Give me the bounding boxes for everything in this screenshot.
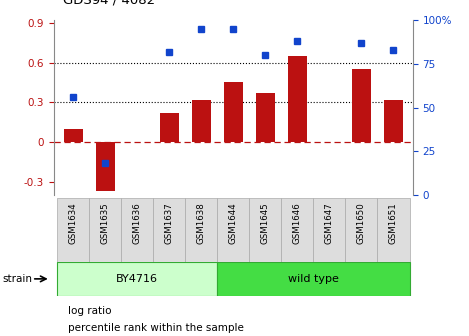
Bar [57, 198, 89, 270]
Bar [57, 262, 217, 296]
Text: GSM1647: GSM1647 [325, 202, 334, 244]
Bar [153, 198, 185, 270]
Bar [256, 93, 275, 142]
Text: log ratio: log ratio [68, 306, 112, 316]
Bar [121, 198, 153, 270]
Bar [217, 198, 250, 270]
Bar [384, 99, 403, 142]
Bar [89, 198, 121, 270]
Text: percentile rank within the sample: percentile rank within the sample [68, 323, 244, 333]
Bar [159, 113, 179, 142]
Bar [250, 198, 281, 270]
Bar [313, 198, 346, 270]
Text: GSM1636: GSM1636 [133, 202, 142, 244]
Bar [288, 56, 307, 142]
Bar [217, 262, 409, 296]
Bar [96, 142, 115, 191]
Bar [192, 99, 211, 142]
Text: GSM1637: GSM1637 [165, 202, 174, 244]
Text: GSM1650: GSM1650 [357, 202, 366, 244]
Text: BY4716: BY4716 [116, 274, 158, 284]
Bar [63, 129, 83, 142]
Text: GSM1645: GSM1645 [261, 202, 270, 244]
Text: GSM1634: GSM1634 [68, 202, 78, 244]
Bar [281, 198, 313, 270]
Text: GSM1638: GSM1638 [197, 202, 206, 244]
Text: wild type: wild type [288, 274, 339, 284]
Bar [185, 198, 217, 270]
Text: GDS94 / 4082: GDS94 / 4082 [63, 0, 155, 7]
Text: GSM1644: GSM1644 [229, 202, 238, 244]
Bar [378, 198, 409, 270]
Text: strain: strain [2, 274, 32, 284]
Text: GSM1635: GSM1635 [101, 202, 110, 244]
Bar [352, 69, 371, 142]
Text: GSM1651: GSM1651 [389, 202, 398, 244]
Bar [346, 198, 378, 270]
Text: GSM1646: GSM1646 [293, 202, 302, 244]
Bar [224, 82, 243, 142]
